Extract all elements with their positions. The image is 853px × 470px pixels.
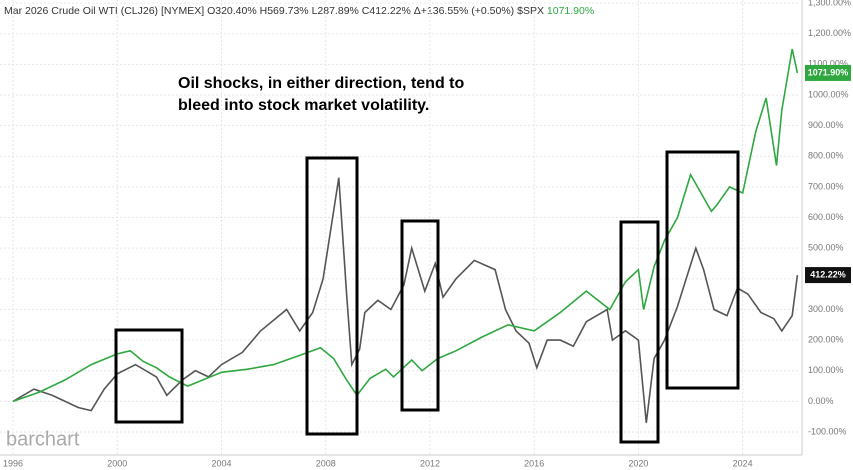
- compare-value: 1071.90%: [547, 5, 594, 17]
- x-tick-label: 2012: [420, 458, 440, 468]
- price-label-box: [805, 64, 851, 81]
- compare-symbol: $SPX: [517, 5, 544, 17]
- x-tick-label: 2004: [211, 458, 231, 468]
- y-tick-label: 300.00%: [808, 304, 844, 314]
- stat: H569.73%: [260, 5, 309, 17]
- y-tick-label: 100.00%: [808, 365, 844, 375]
- y-tick-label: 1,300.00%: [808, 0, 851, 7]
- annotation: Oil shocks, in either direction, tend to: [178, 75, 464, 92]
- header: Mar 2026 Crude Oil WTI (CLJ26) [NYMEX] O…: [4, 5, 594, 17]
- price-label-box: [805, 267, 851, 284]
- y-tick-label: 1100.00%: [808, 59, 848, 69]
- x-tick-label: 2008: [316, 458, 336, 468]
- stat: Δ+136.55% (+0.50%): [414, 5, 514, 17]
- stat: O320.40%: [207, 5, 257, 17]
- y-tick-label: 700.00%: [808, 181, 844, 191]
- stat: C412.22%: [362, 5, 411, 17]
- price-label: 1071.90%: [808, 67, 849, 77]
- y-tick-label: 0.00%: [808, 396, 834, 406]
- highlight-box: [400, 219, 440, 412]
- symbol: Mar 2026 Crude Oil WTI (CLJ26) [NYMEX]: [4, 5, 204, 17]
- y-tick-label: 800.00%: [808, 151, 844, 161]
- y-tick-label: 600.00%: [808, 212, 844, 222]
- highlight-box: [665, 150, 740, 390]
- y-tick-label: 200.00%: [808, 334, 844, 344]
- highlight-box: [305, 156, 359, 436]
- y-tick-label: 1,200.00%: [808, 28, 851, 38]
- annotation: bleed into stock market volatility.: [178, 97, 429, 114]
- x-tick-label: 1996: [3, 458, 23, 468]
- watermark: barchart: [6, 428, 80, 450]
- series-line: [12, 48, 799, 403]
- highlight-box: [619, 220, 660, 444]
- x-tick-label: 2000: [107, 458, 127, 468]
- highlight-boxes: [114, 150, 740, 444]
- price-label: 412.22%: [810, 269, 846, 279]
- y-tick-label: 900.00%: [808, 120, 844, 130]
- y-tick-label: 1000.00%: [808, 89, 849, 99]
- y-tick-label: -100.00%: [808, 426, 847, 436]
- highlight-box: [114, 328, 184, 424]
- y-tick-label: 500.00%: [808, 243, 844, 253]
- x-tick-label: 2024: [733, 458, 753, 468]
- x-tick-label: 2020: [628, 458, 648, 468]
- x-tick-label: 2016: [524, 458, 544, 468]
- stat: L287.89%: [312, 5, 359, 17]
